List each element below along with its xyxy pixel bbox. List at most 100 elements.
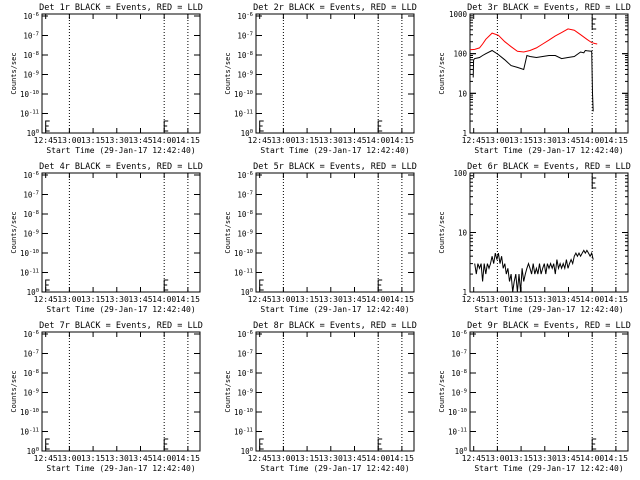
chart-panel-3: Det 3r BLACK = Events, RED = LLD 12:45 13:… [438, 3, 631, 155]
y-tick-label: 10-6 [23, 12, 39, 21]
time-marker-glyph [591, 18, 597, 30]
y-tick-label: 10-10 [20, 90, 39, 99]
time-marker-glyph [163, 120, 169, 132]
x-tick-label: 13:15 [509, 136, 533, 145]
x-tick-label: 13:15 [509, 454, 533, 463]
y-tick-label: 10-10 [234, 90, 253, 99]
y-tick-label: 10-6 [451, 330, 467, 339]
x-axis-label: Start Time (29-Jan-17 12:42:40) [474, 305, 623, 314]
x-tick-label: 13:30 [105, 295, 129, 304]
chart-title: Det 2r BLACK = Events, RED = LLD [253, 3, 417, 13]
y-axis-label: Counts/sec [438, 52, 446, 94]
x-tick-label: 13:45 [128, 454, 152, 463]
y-axis-label: Counts/sec [224, 370, 232, 412]
chart-title: Det 3r BLACK = Events, RED = LLD [467, 3, 631, 13]
x-tick-label: 13:00 [57, 136, 81, 145]
chart-title: Det 9r BLACK = Events, RED = LLD [467, 321, 631, 331]
x-tick-label: 12:45 [248, 136, 272, 145]
x-tick-label: 14:15 [176, 295, 200, 304]
time-marker-glyph [259, 120, 264, 132]
time-marker-glyph [377, 438, 383, 450]
y-tick-label: 100 [241, 288, 253, 297]
y-tick-label: 100 [455, 447, 467, 456]
x-axis-label: Start Time (29-Jan-17 12:42:40) [260, 146, 409, 155]
plot-frame [255, 172, 415, 293]
y-tick-label: 10-10 [448, 408, 467, 417]
x-tick-label: 12:45 [462, 454, 486, 463]
x-tick-label: 13:00 [271, 295, 295, 304]
y-tick-label: 100 [453, 169, 467, 178]
time-marker-glyph [163, 438, 169, 450]
plot-frame [255, 13, 415, 134]
x-tick-label: 14:15 [604, 295, 628, 304]
x-tick-label: 13:00 [271, 454, 295, 463]
y-tick-label: 10-11 [20, 428, 39, 437]
y-tick-label: 10-6 [237, 330, 253, 339]
y-tick-label: 10-10 [20, 249, 39, 258]
x-tick-label: 13:15 [295, 295, 319, 304]
x-tick-label: 13:15 [295, 454, 319, 463]
series-events-line [472, 49, 594, 112]
y-tick-label: 10-8 [23, 369, 39, 378]
y-axis-label: Counts/sec [224, 211, 232, 253]
x-tick-label: 12:45 [34, 454, 58, 463]
y-tick-label: 10-6 [237, 12, 253, 21]
y-tick-label: 10-8 [451, 369, 467, 378]
y-tick-label: 10-11 [20, 110, 39, 119]
x-tick-label: 13:30 [319, 295, 343, 304]
x-tick-label: 13:00 [271, 136, 295, 145]
y-tick-label: 10-6 [23, 171, 39, 180]
x-tick-label: 14:00 [580, 136, 604, 145]
x-tick-label: 14:00 [366, 454, 390, 463]
x-tick-label: 12:45 [34, 295, 58, 304]
y-axis-label: Counts/sec [438, 370, 446, 412]
y-tick-label: 10-11 [234, 269, 253, 278]
y-tick-label: 10-10 [234, 408, 253, 417]
y-tick-label: 10-9 [237, 71, 253, 80]
y-tick-label: 100 [27, 129, 39, 138]
x-tick-label: 14:15 [176, 136, 200, 145]
chart-title: Det 6r BLACK = Events, RED = LLD [467, 162, 631, 172]
x-tick-label: 13:15 [81, 295, 105, 304]
y-tick-label: 10-9 [237, 389, 253, 398]
time-marker-glyph [259, 438, 264, 450]
y-tick-label: 10-9 [23, 389, 39, 398]
x-tick-label: 13:00 [485, 295, 509, 304]
x-tick-label: 13:30 [533, 136, 557, 145]
x-tick-label: 13:00 [485, 454, 509, 463]
y-tick-label: 10-6 [23, 330, 39, 339]
x-tick-label: 14:15 [390, 295, 414, 304]
y-axis-label: Counts/sec [10, 370, 18, 412]
x-tick-label: 13:30 [105, 136, 129, 145]
y-tick-label: 10-11 [234, 428, 253, 437]
time-marker-glyph [45, 279, 50, 291]
y-tick-label: 1000 [449, 10, 468, 19]
y-tick-label: 10-11 [448, 428, 467, 437]
y-tick-label: 100 [241, 129, 253, 138]
y-tick-label: 10-10 [20, 408, 39, 417]
plot-frame [255, 331, 415, 452]
x-tick-label: 13:15 [81, 454, 105, 463]
y-tick-label: 10 [458, 229, 468, 238]
x-tick-label: 13:45 [342, 136, 366, 145]
y-tick-label: 10-7 [23, 350, 39, 359]
x-tick-label: 13:00 [57, 454, 81, 463]
x-axis-label: Start Time (29-Jan-17 12:42:40) [474, 464, 623, 473]
x-tick-label: 13:30 [105, 454, 129, 463]
y-tick-label: 10-7 [23, 32, 39, 41]
y-tick-label: 10 [458, 89, 468, 98]
x-tick-label: 13:15 [81, 136, 105, 145]
plot-frame [41, 331, 201, 452]
x-tick-label: 12:45 [462, 136, 486, 145]
y-tick-label: 10-10 [234, 249, 253, 258]
y-tick-label: 10-8 [237, 51, 253, 60]
x-tick-label: 14:00 [580, 454, 604, 463]
x-tick-label: 14:00 [152, 136, 176, 145]
y-axis-label: Counts/sec [10, 211, 18, 253]
